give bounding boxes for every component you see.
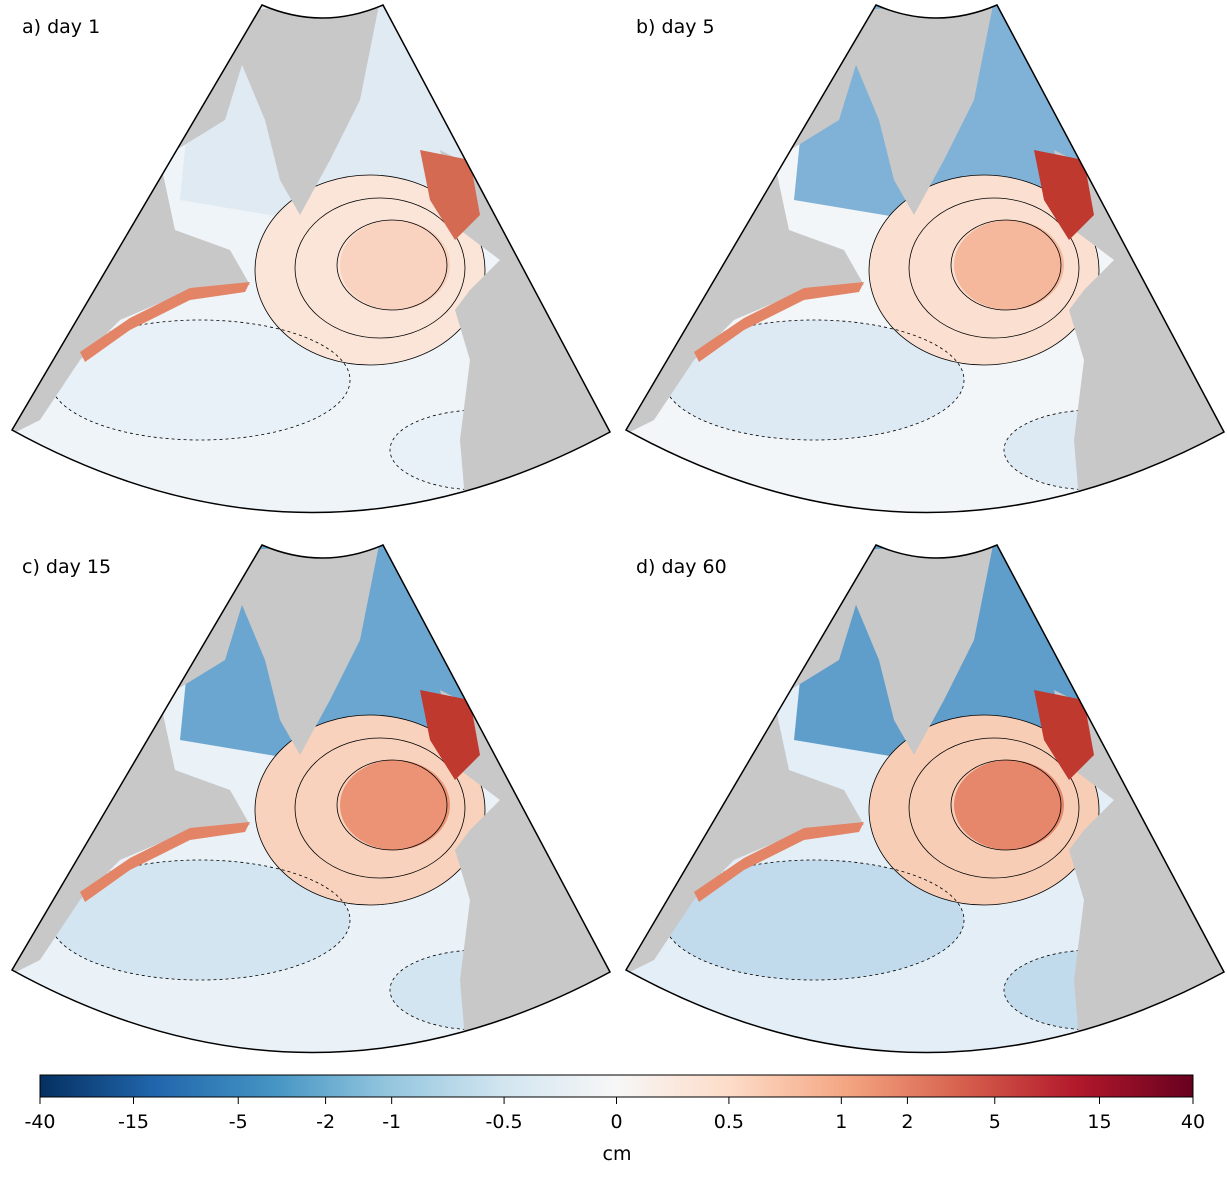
map-body — [614, 0, 1227, 560]
colorbar-ticks: -40 -15 -5 -2 -1 -0.5 0 0.5 1 2 5 15 40 — [24, 1097, 1205, 1133]
colorbar — [40, 1075, 1193, 1097]
anomaly-high — [954, 760, 1064, 850]
colorbar-label: cm — [603, 1143, 632, 1165]
colorbar-tick-label: -0.5 — [486, 1111, 523, 1133]
figure: a) day 1 b) day 5 c) day 15 d) day 60 -40 -1… — [0, 0, 1227, 1173]
panel-label: a) day 1 — [22, 16, 100, 38]
map-body — [0, 0, 700, 560]
map-panel: a) day 1 — [0, 0, 700, 560]
colorbar-tick-label: 0 — [610, 1111, 622, 1133]
anomaly-high — [340, 760, 450, 850]
map-body — [0, 540, 700, 1100]
panels: a) day 1 b) day 5 c) day 15 d) day 60 — [0, 0, 1227, 1100]
colorbar-tick-label: 1 — [835, 1111, 847, 1133]
colorbar-tick-label: 15 — [1087, 1111, 1111, 1133]
map-panel: b) day 5 — [614, 0, 1227, 560]
colorbar-tick-label: -1 — [382, 1111, 401, 1133]
colorbar-tick-label: 40 — [1181, 1111, 1205, 1133]
colorbar-tick-label: 5 — [989, 1111, 1001, 1133]
map-body — [614, 540, 1227, 1100]
panel-label: d) day 60 — [636, 556, 727, 578]
colorbar-tick-label: -15 — [118, 1111, 149, 1133]
colorbar-tick-label: -5 — [229, 1111, 248, 1133]
anomaly-high — [954, 220, 1064, 310]
panel-label: c) day 15 — [22, 556, 111, 578]
map-panel: d) day 60 — [614, 540, 1227, 1100]
colorbar-tick-label: -2 — [316, 1111, 335, 1133]
colorbar-tick-label: 2 — [901, 1111, 913, 1133]
panel-label: b) day 5 — [636, 16, 715, 38]
colorbar-tick-label: 0.5 — [714, 1111, 744, 1133]
map-panel: c) day 15 — [0, 540, 700, 1100]
anomaly-high — [340, 220, 450, 310]
colorbar-tick-label: -40 — [24, 1111, 55, 1133]
